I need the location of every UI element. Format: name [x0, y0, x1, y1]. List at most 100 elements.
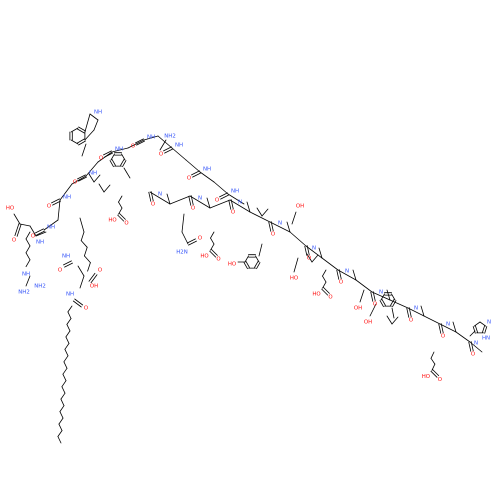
isopropyl-bond	[256, 207, 263, 217]
guanidine-nh: NH	[22, 272, 30, 278]
backbone-bond	[127, 139, 145, 149]
lysine-bond	[159, 139, 167, 151]
palmitoyl-chain-bond	[65, 330, 71, 338]
glutamate-bond	[119, 212, 126, 220]
carbonyl-bond	[268, 221, 272, 232]
carbonyl-bond	[372, 291, 376, 302]
carbonyl-oxygen: O	[47, 204, 51, 210]
carbonyl-oxygen: O	[231, 210, 235, 216]
tyrosine-ring-bond	[256, 262, 261, 270]
amide-nitrogen: N	[198, 196, 202, 202]
backbone-bond	[355, 279, 373, 293]
amide-nh: NH	[147, 135, 155, 141]
carbonyl-oxygen: O	[12, 238, 16, 244]
amide-nitrogen: N	[474, 341, 478, 347]
palmitoyl-chain-bond	[64, 342, 70, 350]
carbonyl-oxygen: O	[58, 268, 62, 274]
carbonyl-bond	[406, 307, 410, 318]
serine-bond	[293, 257, 299, 273]
acid-hydroxyl: HO	[108, 218, 116, 224]
tyrosine-ring-bond	[245, 260, 250, 268]
arginine-bond	[25, 275, 31, 287]
tyrosine-ring-bond	[255, 255, 260, 263]
carbonyl-oxygen: O	[373, 302, 377, 308]
carbonyl-bond	[440, 323, 444, 334]
indole-bond	[77, 138, 85, 144]
amide-nitrogen: N	[238, 200, 242, 206]
amide-nitrogen: N	[312, 246, 316, 252]
side-chain-bond	[246, 201, 251, 213]
carbonyl-oxygen: O	[271, 232, 275, 238]
phenylalanine-ring-bond	[120, 158, 125, 166]
arginine-bond	[25, 252, 31, 261]
lysine-bond	[84, 246, 88, 257]
glutamate-bond	[430, 357, 436, 365]
linker-bond	[77, 265, 85, 277]
phenylalanine-ring-bond	[110, 153, 115, 161]
acid-oxygen: O	[328, 295, 332, 301]
carbonyl-bond	[192, 172, 201, 178]
palmitoyl-chain-bond	[66, 323, 71, 332]
carbonyl-bond	[77, 174, 86, 180]
carbonyl-oxygen: O	[307, 256, 311, 262]
amide-nh: NH	[175, 143, 183, 149]
imidazole-nh: HN	[482, 336, 490, 342]
n-terminal-hydroxyl: HO	[6, 206, 14, 212]
amide-nh: NH	[89, 171, 97, 177]
backbone-bond	[189, 195, 211, 209]
carbonyl-oxygen: O	[191, 206, 195, 212]
bond-layer	[13, 113, 488, 444]
aspartate-bond	[322, 269, 327, 277]
amide-nitrogen: N	[379, 290, 383, 296]
threonine-bond	[369, 303, 377, 317]
carbonyl-bond	[90, 274, 98, 284]
carbonyl-bond	[78, 176, 87, 182]
carbonyl-bond	[187, 238, 196, 244]
carbonyl-bond	[14, 223, 20, 237]
palmitoyl-chain-bond	[62, 373, 67, 382]
glutamine-nh2: H2N	[176, 250, 188, 256]
amide-nh: NH	[231, 189, 239, 195]
carbonyl-bond	[408, 307, 412, 318]
palmitoyl-chain-bond	[66, 318, 72, 325]
carbonyl-bond	[51, 198, 60, 204]
phenylalanine-ring-bond	[122, 160, 127, 168]
palmitoyl-chain-bond	[59, 405, 65, 413]
carbonyl-bond	[103, 150, 112, 156]
carbonyl-bond	[74, 298, 84, 306]
palmitoyl-chain-bond	[63, 361, 68, 369]
backbone-bond	[249, 211, 271, 223]
glutamate-bond	[432, 369, 440, 377]
palmitoyl-chain-bond	[57, 430, 63, 437]
serine-bond	[291, 211, 297, 225]
palmitoyl-chain-bond	[58, 417, 64, 425]
backbone-bond	[289, 231, 307, 247]
indole-bond	[70, 139, 79, 145]
backbone-bond	[143, 135, 159, 141]
amide-oxygen: O	[198, 236, 202, 242]
isopropyl-bond	[103, 184, 111, 193]
carbonyl-bond	[163, 146, 172, 152]
amide-nitrogen: N	[345, 269, 349, 275]
linker-nh: NH	[66, 292, 74, 298]
amide-nitrogen: N	[446, 322, 450, 328]
amide-nh: NH	[203, 167, 211, 173]
backbone-bond	[407, 307, 425, 317]
acid-hydroxyl: HO	[200, 254, 208, 260]
isopropyl-bond	[261, 208, 269, 217]
imidazole-bond	[472, 326, 476, 334]
phenylalanine-ring-bond	[121, 153, 126, 161]
carbonyl-oxygen: O	[31, 234, 35, 240]
backbone-bond	[439, 323, 457, 333]
backbone-bond	[57, 199, 61, 221]
acid-oxygen: O	[438, 377, 442, 383]
glutamate-bond	[118, 201, 123, 209]
indole-bond	[78, 126, 86, 132]
imidazole-bond	[481, 325, 486, 333]
palmitoyl-chain-bond	[61, 386, 66, 394]
isopropyl-bond	[386, 315, 393, 325]
backbone-bond	[171, 147, 187, 161]
phenylalanine-ring-bond	[111, 158, 116, 166]
glutamate-bond	[430, 370, 438, 378]
guanidine-nh2: NH2	[18, 290, 30, 296]
